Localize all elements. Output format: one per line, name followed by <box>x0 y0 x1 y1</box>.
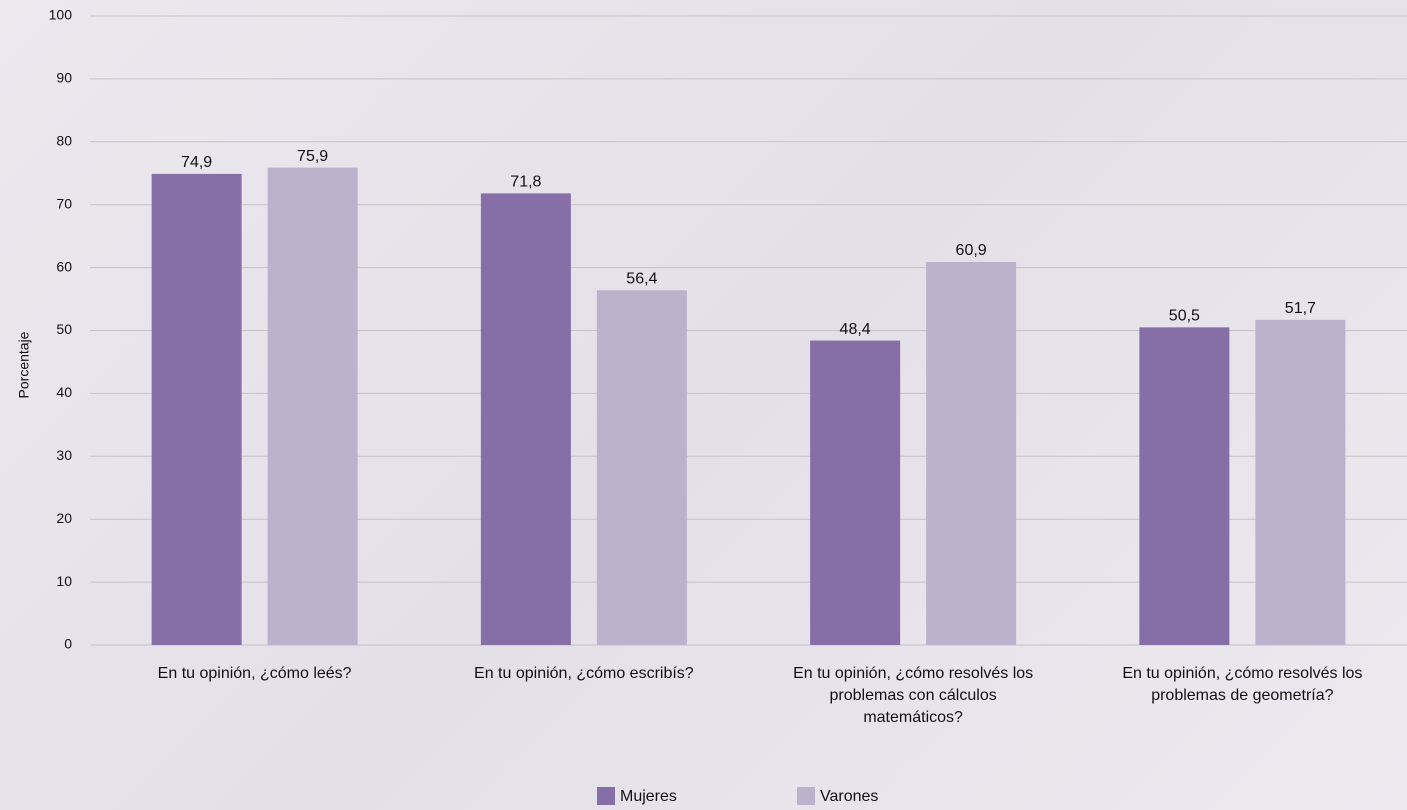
x-tick-label: En tu opinión, ¿cómo resolvés los proble… <box>1122 665 1363 704</box>
value-label: 56,4 <box>626 270 657 287</box>
y-tick-label: 70 <box>56 195 72 211</box>
value-label: 74,9 <box>181 154 212 171</box>
y-tick-label: 80 <box>56 133 72 149</box>
legend-label: Mujeres <box>620 788 677 805</box>
y-tick-label: 20 <box>56 510 72 526</box>
y-tick-label: 100 <box>49 7 73 23</box>
y-tick-label: 30 <box>56 447 72 463</box>
y-tick-label: 10 <box>56 573 72 589</box>
bar <box>926 261 1017 645</box>
x-tick-label: En tu opinión, ¿cómo leés? <box>157 665 352 682</box>
bar <box>596 290 687 645</box>
y-tick-label: 50 <box>56 321 72 337</box>
bar <box>1255 319 1346 645</box>
y-tick-label: 40 <box>56 384 72 400</box>
legend-swatch <box>597 787 615 805</box>
bar <box>480 193 571 646</box>
value-label: 60,9 <box>956 242 987 259</box>
value-label: 48,4 <box>840 321 871 338</box>
value-label: 50,5 <box>1169 308 1200 325</box>
bar <box>810 340 901 645</box>
y-axis-label: Porcentaje <box>16 331 32 398</box>
value-label: 51,7 <box>1285 300 1316 317</box>
bar <box>151 173 242 645</box>
y-tick-label: 0 <box>64 636 72 652</box>
x-tick-label: En tu opinión, ¿cómo escribís? <box>474 665 694 682</box>
bar <box>267 167 358 646</box>
legend-label: Varones <box>820 788 878 805</box>
legend-swatch <box>797 787 815 805</box>
value-label: 71,8 <box>510 174 541 191</box>
y-tick-label: 60 <box>56 258 72 274</box>
x-tick-label: En tu opinión, ¿cómo resolvés los proble… <box>793 665 1034 726</box>
bar <box>1139 327 1230 645</box>
y-tick-label: 90 <box>56 70 72 86</box>
value-label: 75,9 <box>297 148 328 165</box>
